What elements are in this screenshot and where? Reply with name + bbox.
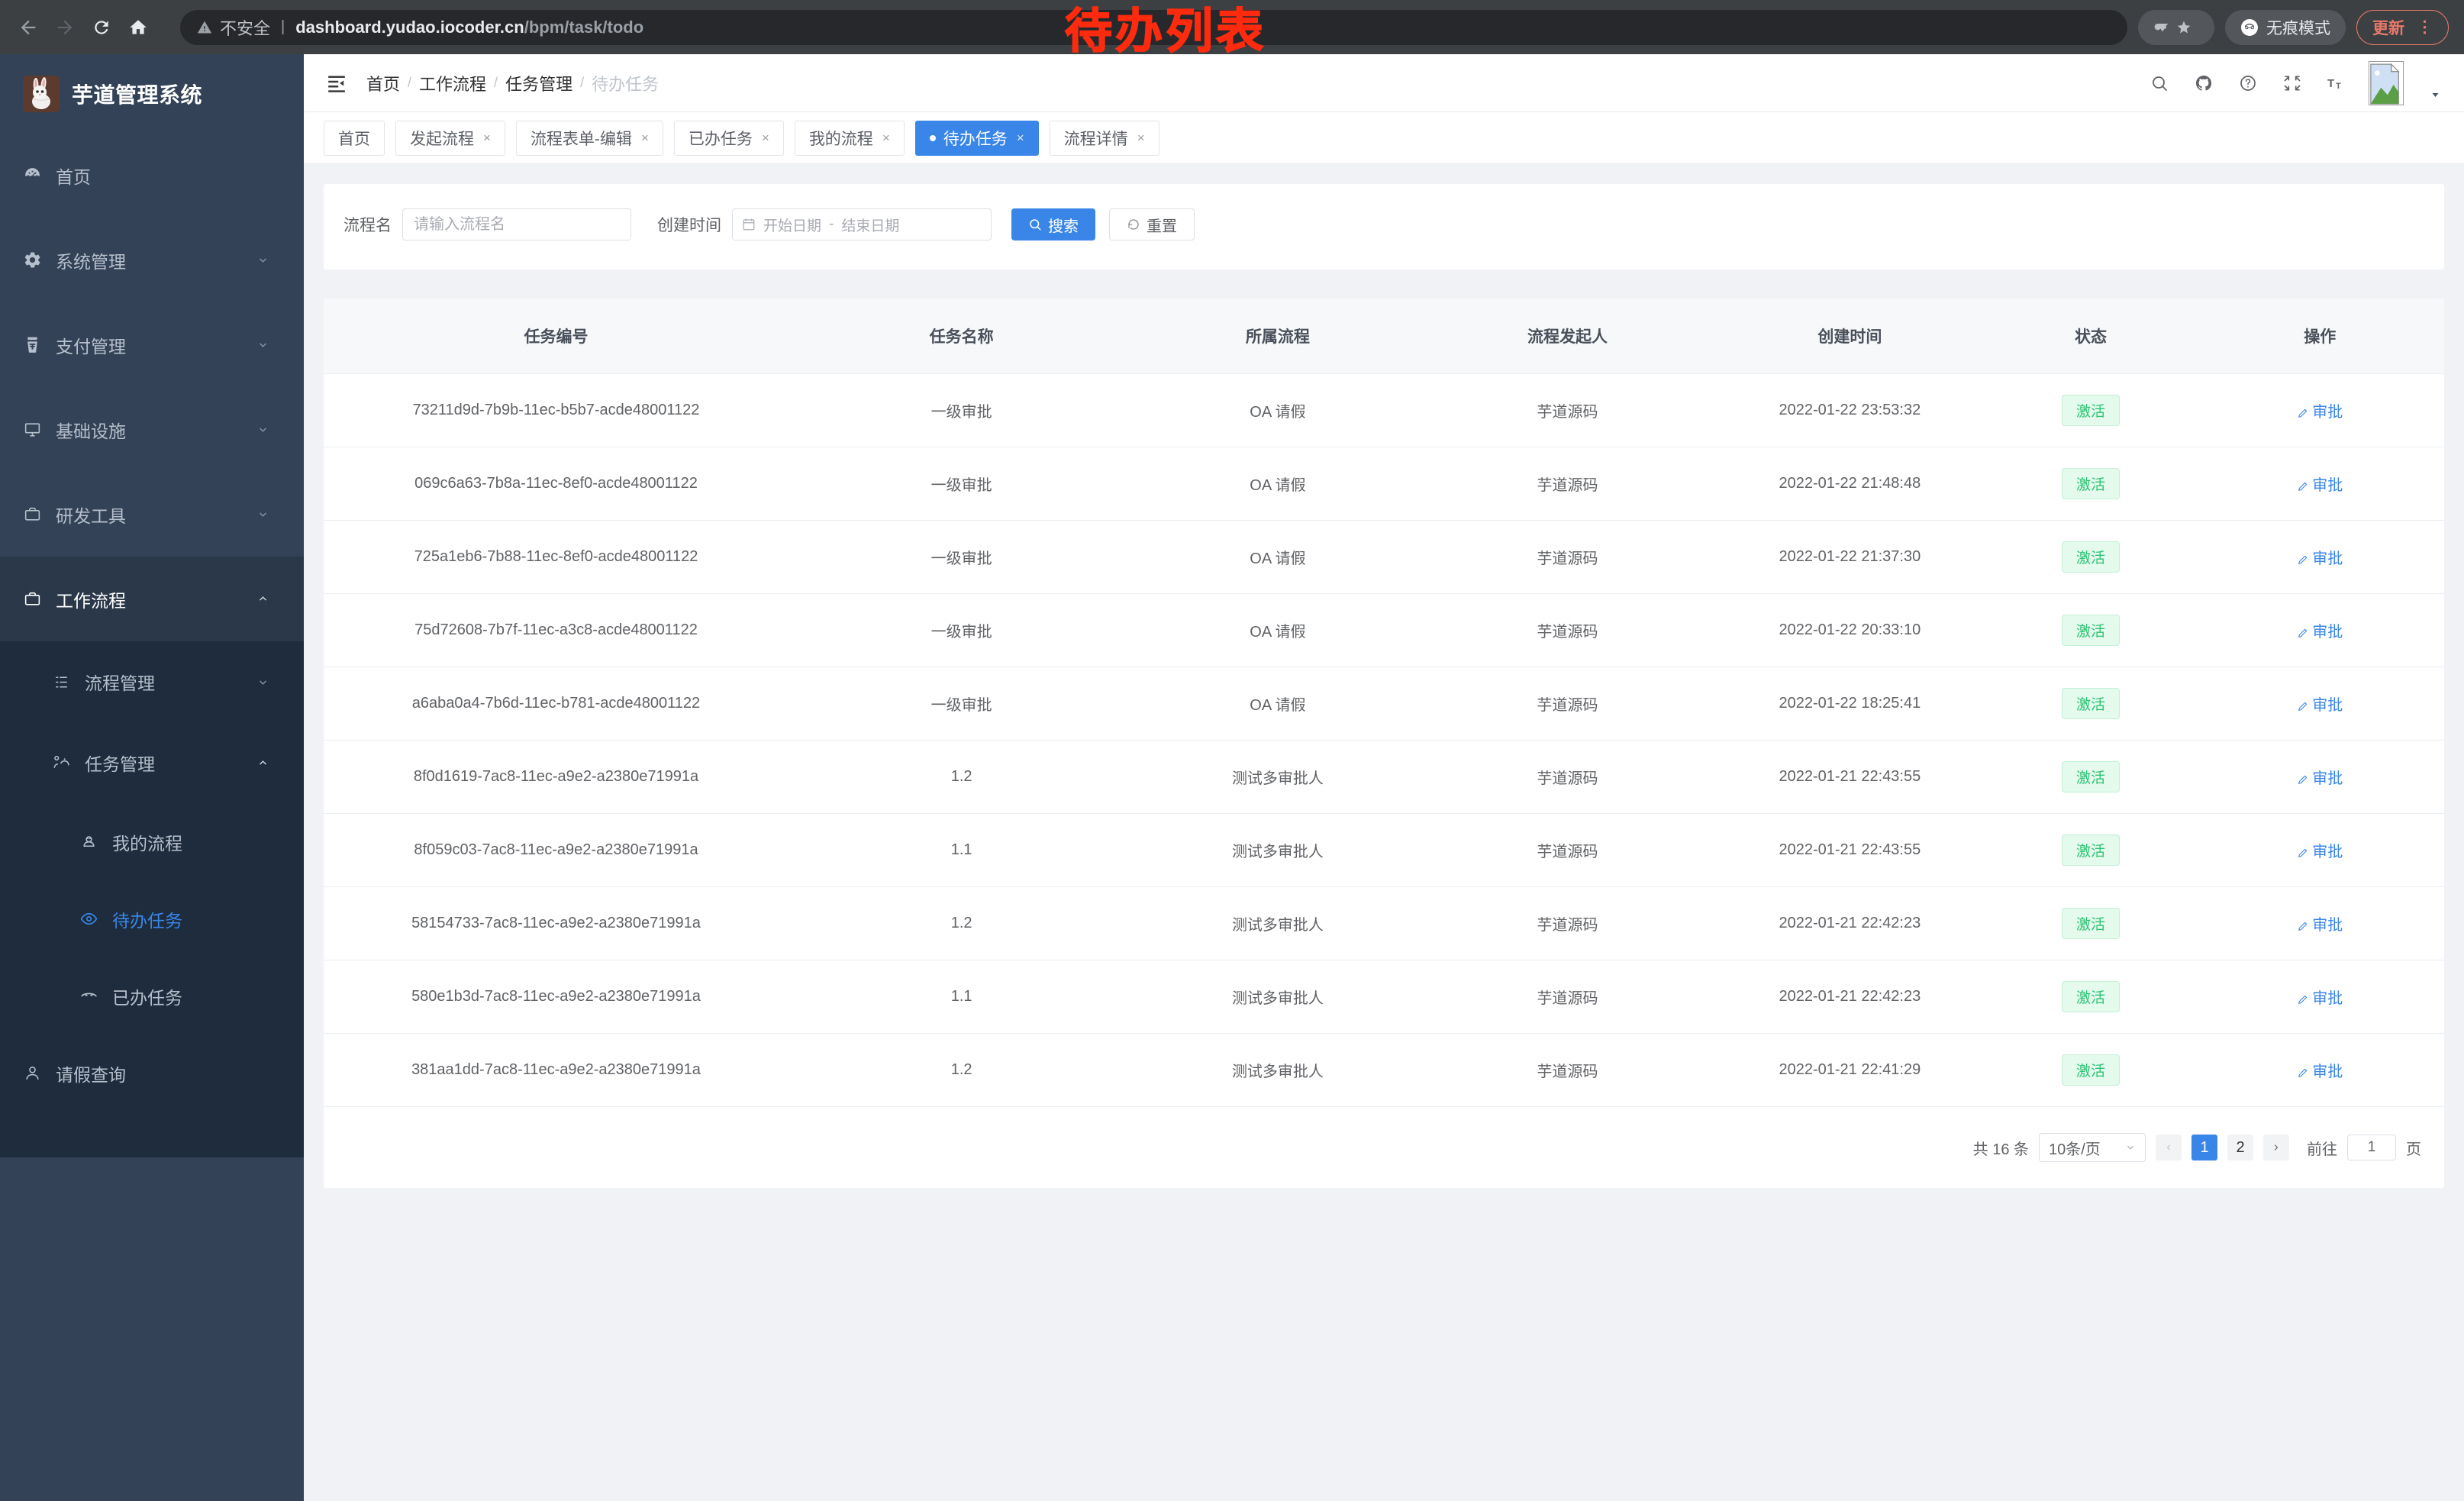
svg-text:T: T [2336, 82, 2341, 91]
svg-text:T: T [2327, 77, 2334, 90]
